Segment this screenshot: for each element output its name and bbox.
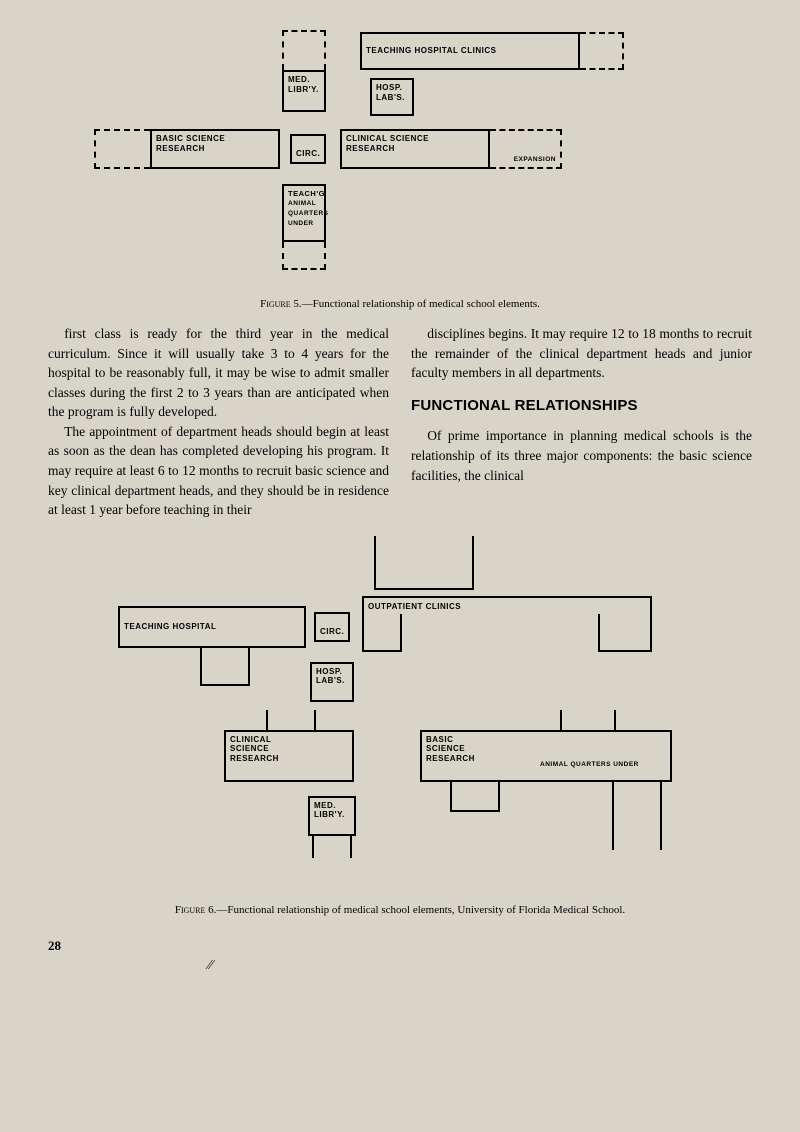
fig6-basic-bottom-notch2 (612, 782, 662, 850)
fig5-med-libry: MED. LIBR'Y. (282, 70, 326, 112)
decorative-mark: ⁄⁄ (208, 958, 752, 974)
fig5-dashed-box-left (282, 30, 326, 70)
figure-6: TEACHING HOSPITAL CIRC. OUTPATIENT CLINI… (50, 536, 750, 896)
fig6-basic-top-notch (560, 710, 616, 730)
fig5-basic-science: BASIC SCIENCE RESEARCH (150, 129, 280, 169)
fig6-teaching-hospital: TEACHING HOSPITAL (118, 606, 306, 648)
fig5-hosp-labs-label: HOSP. LAB'S. (376, 83, 405, 102)
fig6-clinical: CLINICAL SCIENCE RESEARCH (224, 730, 354, 782)
fig6-animal-label: ANIMAL QUARTERS UNDER (540, 762, 639, 769)
para-2: The appointment of department heads shou… (48, 422, 389, 520)
fig6-circ: CIRC. (314, 612, 350, 642)
fig5-dashed-box-bottom (282, 242, 326, 270)
fig6-basic-bottom-notch1 (450, 782, 500, 812)
fig5-teachg: TEACH'G ANIMAL QUARTERS UNDER (282, 184, 326, 242)
figure-5: MED. LIBR'Y. BASIC SCIENCE RESEARCH CIRC… (50, 30, 750, 290)
fig6-hosp-labs: HOSP. LAB'S. (310, 662, 354, 702)
fig6-top-notch (374, 536, 474, 590)
para-4: Of prime importance in planning medical … (411, 426, 752, 485)
fig5-dashed-ext-left (94, 129, 150, 169)
fig6-clinical-label: CLINICAL SCIENCE RESEARCH (230, 735, 279, 763)
fig6-med-bottom-notch (312, 836, 352, 858)
fig6-outpatient-notch (400, 614, 600, 652)
fig5-hosp-labs: HOSP. LAB'S. (370, 78, 414, 116)
fig5-dashed-box-right-top (580, 32, 624, 70)
page-number: 28 (48, 938, 752, 954)
fig6-teaching-hospital-label: TEACHING HOSPITAL (124, 622, 216, 632)
fig5-teaching-hospital: TEACHING HOSPITAL CLINICS (360, 32, 580, 70)
fig5-med-libry-label: MED. LIBR'Y. (288, 75, 319, 94)
fig6-hosp-labs-label: HOSP. LAB'S. (316, 667, 345, 686)
fig6-clinical-top-notch (266, 710, 316, 730)
para-3: disciplines begins. It may require 12 to… (411, 324, 752, 383)
fig6-caption: Figure 6.—Functional relationship of med… (48, 904, 752, 916)
fig5-clinical-science: CLINICAL SCIENCE RESEARCH (340, 129, 490, 169)
fig6-med-libry-label: MED. LIBR'Y. (314, 801, 345, 820)
fig5-basic-science-label: BASIC SCIENCE RESEARCH (156, 134, 225, 153)
fig5-clinical-science-label: CLINICAL SCIENCE RESEARCH (346, 134, 429, 153)
fig6-basic: BASIC SCIENCE RESEARCH ANIMAL QUARTERS U… (420, 730, 672, 782)
fig6-outpatient-label: OUTPATIENT CLINICS (368, 602, 461, 611)
fig6-circ-label: CIRC. (320, 627, 344, 637)
fig5-animal-label: ANIMAL QUARTERS UNDER (288, 200, 328, 227)
fig5-expansion: EXPANSION (490, 129, 562, 169)
fig6-med-libry: MED. LIBR'Y. (308, 796, 356, 836)
fig5-circ-label: CIRC. (296, 149, 320, 159)
heading-functional: FUNCTIONAL RELATIONSHIPS (411, 395, 752, 417)
fig5-caption: Figure 5.—Functional relationship of med… (48, 298, 752, 310)
body-columns: first class is ready for the third year … (48, 324, 752, 520)
fig5-expansion-label: EXPANSION (514, 157, 556, 164)
fig5-teachg-label: TEACH'G (288, 189, 325, 198)
fig6-th-notch (200, 648, 250, 686)
fig5-teaching-hospital-label: TEACHING HOSPITAL CLINICS (366, 46, 496, 56)
para-1: first class is ready for the third year … (48, 324, 389, 422)
fig5-circ: CIRC. (290, 134, 326, 164)
fig6-basic-label: BASIC SCIENCE RESEARCH (426, 735, 475, 763)
